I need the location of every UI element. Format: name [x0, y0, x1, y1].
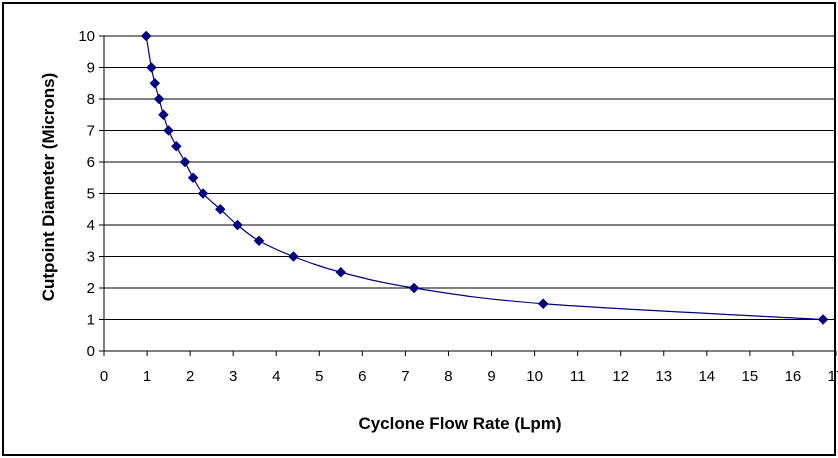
x-tick-label: 16	[785, 368, 802, 385]
y-tick-label: 2	[87, 280, 95, 297]
y-tick-label: 9	[87, 60, 95, 77]
data-point-marker	[288, 251, 299, 262]
x-tick-label: 5	[315, 368, 323, 385]
y-axis-title: Cutpoint Diameter (Microns)	[39, 73, 58, 302]
y-tick-label: 3	[87, 249, 95, 266]
y-tick-label: 1	[87, 312, 95, 329]
data-point-marker	[253, 235, 265, 247]
x-tick-label: 12	[612, 368, 629, 385]
x-tick-label: 2	[186, 368, 194, 385]
x-tick-label: 9	[487, 368, 495, 385]
data-point-marker	[149, 77, 161, 89]
x-tick-label: 10	[526, 368, 543, 385]
data-point-marker	[170, 140, 182, 152]
data-point-marker	[163, 125, 174, 136]
chart-plot: 01234567891001234567891011121314151617 C…	[39, 28, 838, 433]
data-point-marker	[140, 30, 152, 42]
y-tick-label: 8	[87, 91, 95, 108]
x-tick-label: 7	[401, 368, 409, 385]
data-point-marker	[179, 156, 191, 168]
data-point-marker	[197, 188, 209, 199]
x-axis-title: Cyclone Flow Rate (Lpm)	[358, 414, 561, 433]
x-tick-label: 14	[698, 368, 715, 385]
data-point-marker	[187, 172, 199, 184]
x-tick-label: 1	[143, 368, 151, 385]
y-tick-label: 0	[87, 343, 95, 360]
x-tick-label: 17	[828, 368, 838, 385]
data-point-marker	[408, 282, 420, 294]
x-tick-label: 4	[272, 368, 280, 385]
data-point-marker	[214, 203, 226, 215]
x-tick-label: 3	[229, 368, 237, 385]
x-tick-label: 8	[444, 368, 452, 385]
x-tick-label: 0	[100, 368, 108, 385]
data-point-marker	[146, 62, 157, 73]
data-point-marker	[817, 314, 829, 325]
y-tick-label: 6	[87, 154, 95, 171]
x-tick-label: 15	[742, 368, 759, 385]
data-point-marker	[158, 109, 169, 121]
x-tick-label: 13	[655, 368, 672, 385]
y-tick-label: 5	[87, 186, 95, 203]
data-point-marker	[537, 298, 549, 310]
x-tick-label: 6	[358, 368, 366, 385]
data-point-marker	[335, 266, 347, 278]
y-tick-label: 7	[87, 123, 95, 140]
y-tick-label: 10	[78, 28, 95, 45]
data-point-marker	[153, 93, 165, 105]
series-line	[145, 35, 824, 321]
y-tick-label: 4	[87, 217, 95, 234]
data-point-marker	[232, 219, 243, 231]
x-tick-label: 11	[570, 368, 586, 385]
